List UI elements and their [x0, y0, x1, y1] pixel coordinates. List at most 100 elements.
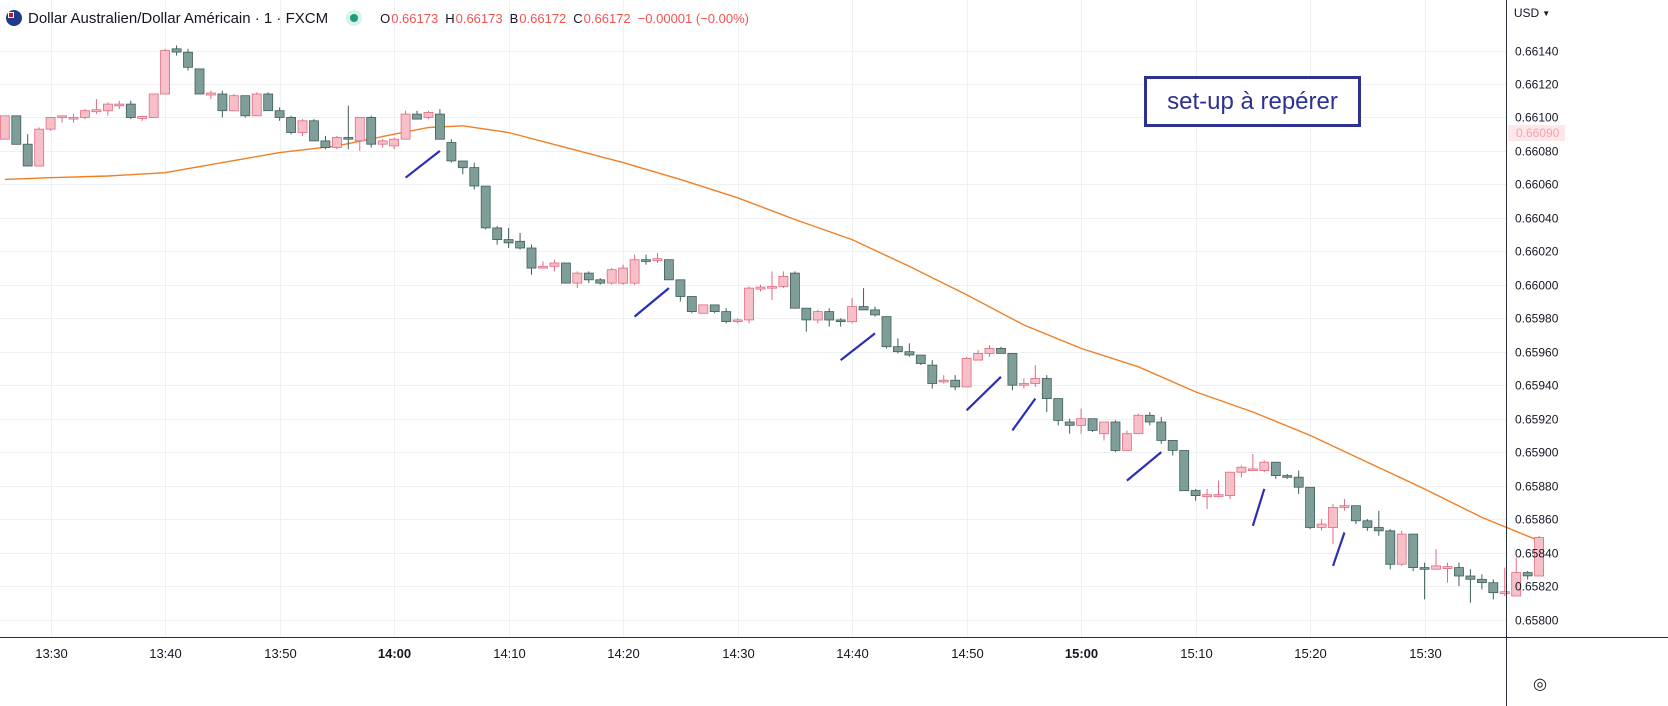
candle	[1270, 461, 1281, 479]
settings-icon[interactable]: ◎	[1533, 676, 1547, 693]
candle-body	[1190, 490, 1201, 497]
candle-body	[480, 185, 491, 229]
candle-body	[423, 112, 434, 118]
candle	[847, 298, 857, 324]
trendline[interactable]	[404, 150, 441, 179]
candle	[904, 343, 915, 357]
candle-body	[675, 279, 686, 297]
candle-body	[1305, 486, 1315, 528]
candle	[457, 160, 468, 175]
candle	[469, 162, 480, 190]
candle	[1408, 533, 1419, 571]
candle-body	[137, 116, 148, 119]
close-value: 0.66172	[583, 10, 631, 26]
candle-body	[309, 120, 319, 142]
candle-body	[1087, 418, 1098, 431]
open-label: O	[380, 10, 391, 26]
candle-body	[366, 117, 377, 145]
y-tick-label: 0.66080	[1515, 145, 1559, 159]
candle	[217, 90, 228, 118]
candle	[1225, 471, 1235, 500]
candle-body	[1454, 567, 1464, 577]
currency-label: USD	[1513, 6, 1540, 20]
candle	[538, 261, 548, 269]
candle-body	[1488, 582, 1499, 594]
candle	[1007, 352, 1018, 391]
candle-body	[629, 259, 640, 284]
candle-body	[1339, 505, 1350, 508]
candle-body	[538, 265, 548, 269]
y-tick-label: 0.66000	[1515, 279, 1559, 293]
trendline[interactable]	[1331, 532, 1346, 567]
candle	[1236, 465, 1247, 478]
candle-body	[1282, 475, 1293, 478]
candle	[744, 286, 754, 324]
candle-body	[217, 93, 228, 112]
candle	[950, 375, 961, 391]
candle	[1431, 549, 1441, 570]
candle	[194, 68, 205, 95]
trendline[interactable]	[1126, 451, 1162, 482]
candle-body	[1293, 476, 1304, 488]
candle-body	[1522, 572, 1533, 577]
candle	[1316, 519, 1327, 531]
candle-body	[343, 137, 354, 140]
candle-body	[996, 347, 1006, 354]
trendline[interactable]	[965, 376, 1002, 412]
candle-body	[1408, 533, 1419, 568]
candle-body	[446, 142, 457, 162]
trendline[interactable]	[633, 287, 670, 318]
candle-body	[1442, 566, 1453, 569]
candle-body	[228, 95, 239, 112]
candle-body	[1270, 461, 1281, 477]
annotation-box[interactable]: set-up à repérer	[1144, 76, 1361, 127]
trendline[interactable]	[1011, 397, 1037, 432]
x-tick-label: 14:00	[378, 646, 411, 661]
candle-body	[973, 352, 983, 361]
candle-body	[114, 103, 125, 107]
candle-body	[881, 316, 892, 348]
candle-body	[744, 287, 754, 321]
candle	[1465, 569, 1476, 603]
candle-body	[125, 103, 136, 118]
y-tick-label: 0.65980	[1515, 312, 1559, 326]
candle	[1190, 488, 1201, 501]
candle-body	[22, 143, 33, 167]
currency-dropdown[interactable]: USD ▼	[1507, 0, 1557, 26]
candle	[1110, 420, 1121, 453]
candle-body	[801, 307, 812, 321]
candle	[1030, 365, 1041, 387]
symbol-title[interactable]: Dollar Australien/Dollar Américain · 1 ·…	[28, 9, 329, 27]
candle	[91, 99, 102, 115]
candle	[114, 100, 125, 110]
candle	[915, 354, 926, 366]
candle-body	[1099, 421, 1109, 435]
price-change: −0.00001 (−0.00%)	[637, 10, 749, 26]
candle	[1454, 562, 1464, 587]
candle-body	[904, 351, 915, 356]
candle-body	[240, 95, 251, 117]
candle	[572, 271, 583, 289]
candle	[1041, 375, 1052, 412]
candle	[732, 318, 743, 324]
candle-body	[1225, 471, 1235, 497]
candle	[641, 254, 651, 265]
candle	[34, 127, 45, 167]
candle-body	[526, 247, 537, 269]
candle-body	[194, 68, 205, 95]
candle-body	[984, 347, 995, 354]
candle-body	[1202, 494, 1212, 498]
candle-body	[1328, 506, 1338, 528]
candle	[45, 117, 56, 131]
candle	[1362, 519, 1373, 531]
trendline[interactable]	[839, 332, 876, 361]
candle	[366, 115, 377, 148]
market-status-icon	[346, 10, 363, 26]
candle	[183, 48, 193, 71]
y-tick-label: 0.66100	[1515, 111, 1559, 125]
candle-body	[34, 128, 45, 167]
candle	[1122, 430, 1132, 451]
trendline[interactable]	[1251, 488, 1266, 527]
candle-body	[171, 48, 182, 53]
